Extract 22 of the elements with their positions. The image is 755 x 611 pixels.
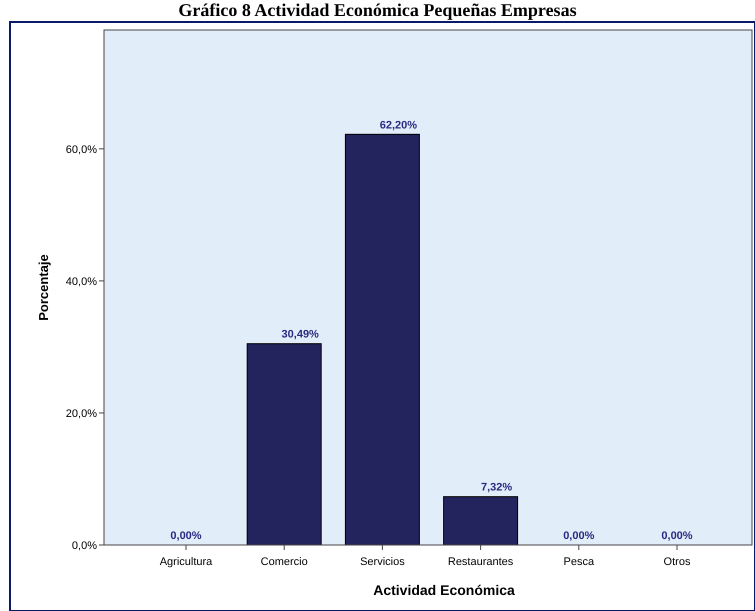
x-tick-label: Restaurantes <box>448 556 514 568</box>
data-label: 7,32% <box>481 482 512 494</box>
y-tick-label: 60,0% <box>66 144 98 156</box>
x-tick-label: Otros <box>664 556 691 568</box>
data-label: 0,00% <box>563 530 595 542</box>
x-tick-label: Agricultura <box>160 556 214 568</box>
y-tick-label: 0,0% <box>72 540 98 552</box>
data-label: 0,00% <box>170 530 202 542</box>
y-axis-title: Porcentaje <box>36 254 51 321</box>
y-tick-label: 20,0% <box>66 408 98 420</box>
bar <box>344 134 420 546</box>
x-axis-title: Actividad Económica <box>373 582 516 598</box>
x-tick-label: Pesca <box>564 556 595 568</box>
x-tick-label: Servicios <box>360 556 406 568</box>
data-label: 62,20% <box>380 119 418 132</box>
y-tick-label: 40,0% <box>66 276 98 288</box>
data-label: 30,49% <box>282 328 320 341</box>
bar <box>246 343 322 546</box>
x-tick-label: Comercio <box>260 556 308 568</box>
bar <box>443 496 518 546</box>
data-label: 0,00% <box>661 530 693 542</box>
chart-title: Gráfico 8 Actividad Económica Pequeñas Empresas <box>178 0 577 20</box>
